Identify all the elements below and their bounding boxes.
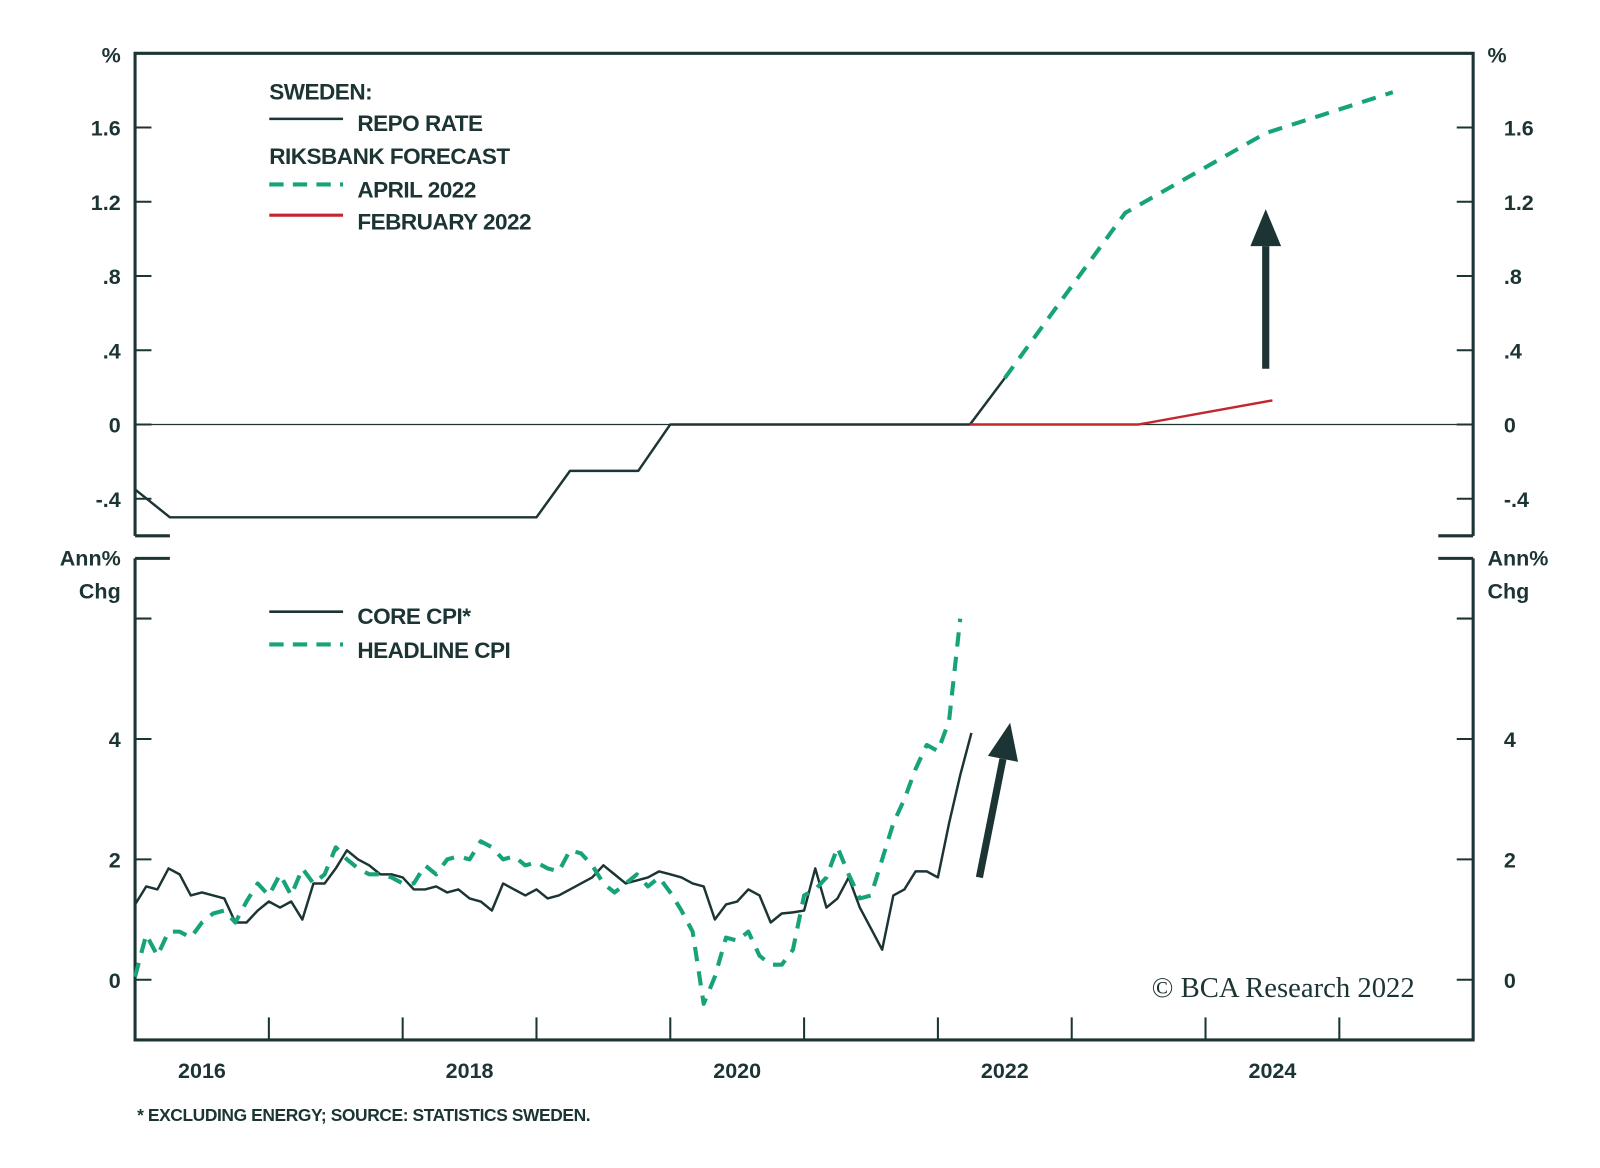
legend-label-core-cpi: CORE CPI*	[357, 604, 471, 629]
annotation-arrow-shaft	[975, 758, 1007, 879]
x-tick-label: 2020	[713, 1059, 761, 1083]
annotation-arrow-head	[987, 722, 1019, 762]
y-unit-left: Ann%	[60, 547, 121, 571]
y-tick-label-right: 0	[1504, 414, 1516, 438]
legend-label-february-2022: FEBRUARY 2022	[357, 210, 531, 235]
y-tick-label-right: 4	[1504, 728, 1516, 752]
y-tick-label-right: .8	[1504, 265, 1522, 289]
series-line-repo-rate	[134, 377, 1006, 519]
y-tick-label-left: 4	[109, 728, 121, 752]
legend-label-headline-cpi: HEADLINE CPI	[357, 638, 510, 663]
legend-subtitle: RIKSBANK FORECAST	[269, 144, 510, 169]
plot-frame	[133, 558, 1475, 1042]
y-unit-right: %	[1487, 43, 1506, 67]
y-tick-label-left: 1.2	[91, 191, 121, 215]
x-tick-label: 2016	[178, 1059, 226, 1083]
x-tick-label: 2018	[446, 1059, 494, 1083]
y-unit-right: Ann%	[1487, 547, 1548, 571]
cpi-panel: 0 0 2 2 4 4 Ann% Chg Ann% Chg 2016 2018 2020 2022 2024	[60, 547, 1549, 1083]
y-tick-label-left: .4	[103, 339, 121, 363]
plot-frame	[133, 51, 1475, 536]
y-tick-label-right: 1.2	[1504, 191, 1534, 215]
legend-label-april-2022: APRIL 2022	[357, 178, 475, 203]
y-tick-label-left: 1.6	[91, 117, 121, 141]
x-tick-label: 2022	[981, 1059, 1029, 1083]
series-line-february-2022	[969, 399, 1273, 426]
y-tick-label-right: 0	[1504, 969, 1516, 993]
x-tick-label: 2024	[1249, 1059, 1297, 1083]
legend-title: SWEDEN:	[269, 79, 372, 104]
y-tick-label-left: 2	[109, 849, 121, 873]
y-tick-label-left: 0	[109, 969, 121, 993]
y-tick-label-right: 1.6	[1504, 117, 1534, 141]
y-tick-label-right: 2	[1504, 849, 1516, 873]
y-unit-left: %	[102, 43, 121, 67]
copyright: © BCA Research 2022	[1152, 972, 1415, 1004]
y-tick-label-right: -.4	[1504, 488, 1529, 512]
series-line-headline-cpi	[133, 618, 963, 1006]
y-tick-label-left: 0	[109, 414, 121, 438]
legend-label-repo-rate: REPO RATE	[357, 111, 483, 136]
y-unit-right: Chg	[1487, 579, 1529, 603]
y-tick-label-right: .4	[1504, 339, 1522, 363]
repo-rate-panel: -.4 -.4 0 0 .4 .4 .8 .8 1.2 1.2 1.6 1.6%%	[91, 43, 1534, 538]
y-tick-label-left: .8	[103, 265, 121, 289]
series-line-core-cpi	[134, 732, 973, 951]
series-line-april-2022	[1003, 90, 1394, 380]
y-unit-left: Chg	[79, 579, 121, 603]
footnote: * EXCLUDING ENERGY; SOURCE: STATISTICS S…	[137, 1105, 590, 1125]
repo-legend: SWEDEN: REPO RATE RIKSBANK FORECAST APRI…	[269, 79, 531, 234]
annotation-arrow-head	[1250, 209, 1282, 247]
cpi-legend: CORE CPI* HEADLINE CPI	[269, 604, 511, 663]
y-tick-label-left: -.4	[96, 488, 121, 512]
